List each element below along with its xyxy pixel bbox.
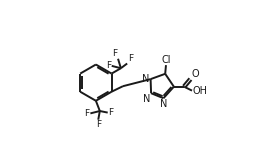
Text: F: F (128, 54, 133, 63)
Text: F: F (112, 49, 117, 58)
Text: F: F (96, 120, 101, 129)
Text: Cl: Cl (161, 55, 171, 65)
Text: F: F (85, 109, 90, 118)
Text: N: N (160, 100, 167, 110)
Text: N: N (143, 94, 151, 104)
Text: F: F (106, 61, 111, 70)
Text: OH: OH (193, 86, 208, 96)
Text: N: N (143, 74, 150, 84)
Text: O: O (191, 69, 199, 79)
Text: F: F (108, 108, 113, 117)
